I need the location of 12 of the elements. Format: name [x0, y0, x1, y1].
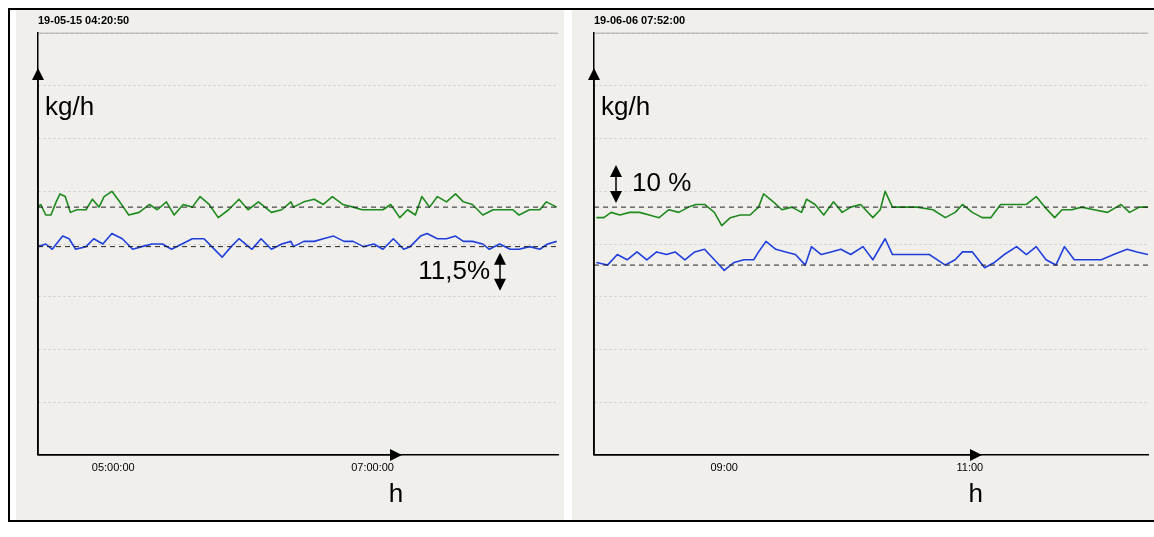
chart-title: 19-06-06 07:52:00 — [594, 13, 686, 26]
annotation: 10 % — [632, 167, 692, 198]
x-tick-label: 07:00:00 — [351, 461, 394, 474]
x-tick-label: 11:00 — [956, 461, 984, 474]
x-tick-label: 05:00:00 — [91, 461, 135, 474]
y-axis-title: kg/h — [45, 91, 95, 122]
x-tick-label: 09:00 — [710, 461, 738, 474]
chart-title: 19-05-15 04:20:50 — [38, 13, 130, 26]
y-axis-title: kg/h — [601, 91, 651, 122]
annotation: 11,5% — [418, 254, 490, 285]
x-axis-title: h — [968, 477, 984, 508]
x-axis-title: h — [388, 477, 404, 508]
